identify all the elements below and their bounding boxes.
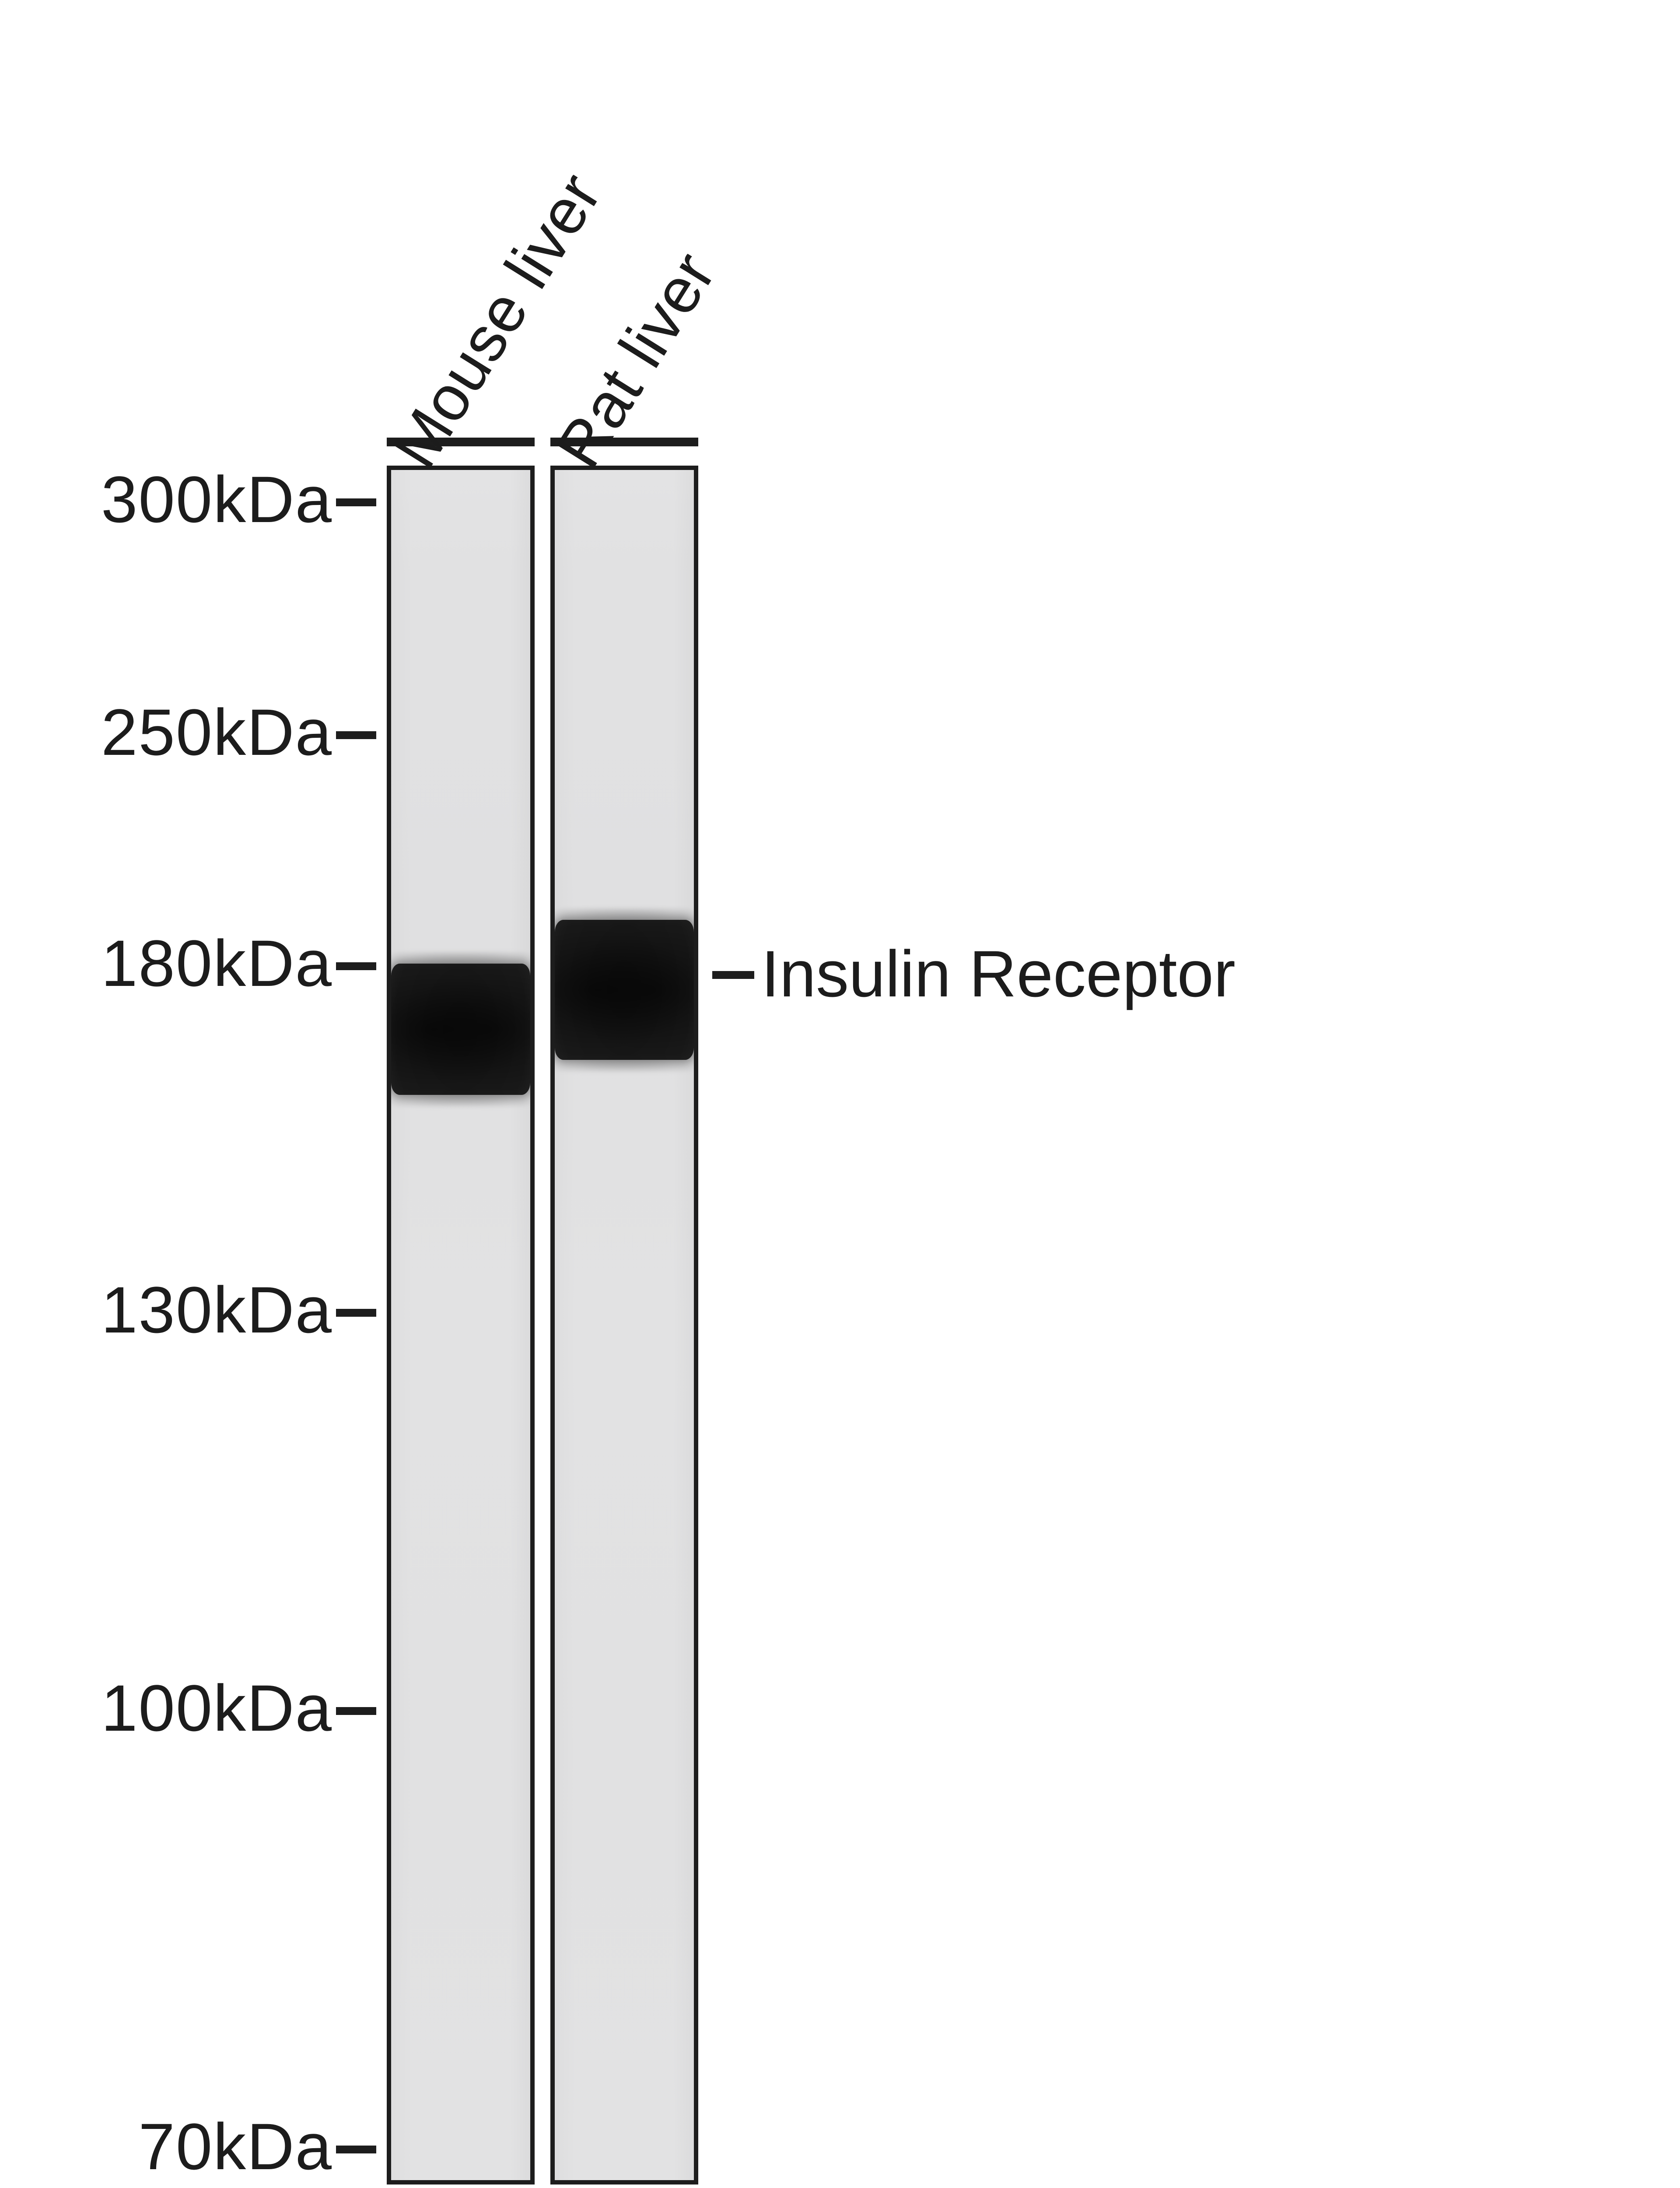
mw-marker-tick: [336, 962, 376, 970]
lane-shading: [391, 470, 530, 2180]
mw-marker-tick: [336, 498, 376, 506]
band-texture: [555, 920, 694, 1060]
blot-band-rat: [555, 920, 694, 1060]
blot-band-mouse: [391, 964, 530, 1095]
mw-marker-label: 300kDa: [26, 466, 332, 532]
mw-marker-label: 180kDa: [26, 930, 332, 996]
mw-marker-label: 100kDa: [26, 1675, 332, 1741]
mw-marker-label: 70kDa: [26, 2114, 332, 2179]
mw-marker-tick: [336, 2146, 376, 2153]
lane-shading: [555, 470, 694, 2180]
mw-marker-label: 250kDa: [26, 699, 332, 765]
target-annotation-label: Insulin Receptor: [761, 941, 1236, 1006]
western-blot-figure: Mouse liver Rat liver 300kDa 250kDa 180k…: [0, 0, 1680, 2188]
lane-mouse-liver: [387, 466, 535, 2184]
mw-marker-tick: [336, 1309, 376, 1317]
lane-rat-liver: [550, 466, 698, 2184]
band-texture: [391, 964, 530, 1095]
target-annotation-tick: [712, 971, 754, 979]
mw-marker-tick: [336, 731, 376, 739]
mw-marker-tick: [336, 1707, 376, 1715]
mw-marker-label: 130kDa: [26, 1277, 332, 1343]
